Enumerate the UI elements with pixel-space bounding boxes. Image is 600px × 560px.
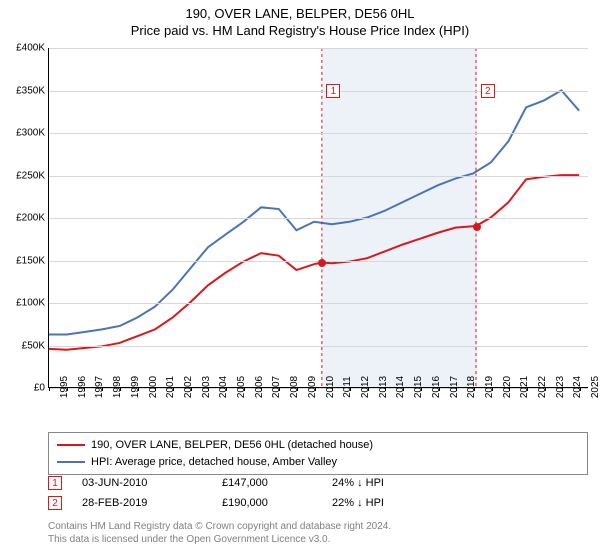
- x-tick-mark: [580, 387, 581, 391]
- event-marker: 2: [48, 496, 62, 510]
- title-block: 190, OVER LANE, BELPER, DE56 0HL Price p…: [0, 0, 600, 40]
- gridline: [49, 303, 588, 304]
- event-price: £147,000: [222, 477, 312, 489]
- marker-box-1: 1: [326, 84, 340, 98]
- x-tick-mark: [138, 387, 139, 391]
- x-tick-mark: [456, 387, 457, 391]
- event-row: 1 03-JUN-2010 £147,000 24% ↓ HPI: [48, 476, 588, 490]
- y-tick-label: £100K: [16, 298, 49, 309]
- legend-swatch: [57, 444, 85, 446]
- x-tick-mark: [509, 387, 510, 391]
- marker-dot-2: [473, 223, 481, 231]
- x-tick-mark: [439, 387, 440, 391]
- x-tick-mark: [350, 387, 351, 391]
- legend-swatch: [57, 461, 85, 463]
- title-sub: Price paid vs. HM Land Registry's House …: [0, 23, 600, 40]
- footer: Contains HM Land Registry data © Crown c…: [48, 520, 588, 546]
- marker-box-2: 2: [481, 84, 495, 98]
- x-tick-mark: [527, 387, 528, 391]
- x-tick-mark: [244, 387, 245, 391]
- gridline: [49, 346, 588, 347]
- x-tick-mark: [492, 387, 493, 391]
- x-tick-mark: [120, 387, 121, 391]
- x-tick-mark: [332, 387, 333, 391]
- x-tick-mark: [279, 387, 280, 391]
- gridline: [49, 176, 588, 177]
- gridline: [49, 133, 588, 134]
- event-date: 03-JUN-2010: [82, 477, 202, 489]
- x-tick-label: 2025: [584, 376, 600, 398]
- marker-dot-1: [318, 259, 326, 267]
- event-delta: 24% ↓ HPI: [332, 477, 588, 489]
- gridline: [49, 91, 588, 92]
- y-tick-label: £250K: [16, 170, 49, 181]
- footer-line-1: Contains HM Land Registry data © Crown c…: [48, 520, 588, 533]
- y-tick-label: £300K: [16, 128, 49, 139]
- legend: 190, OVER LANE, BELPER, DE56 0HL (detach…: [48, 432, 588, 475]
- x-tick-mark: [49, 387, 50, 391]
- legend-row: HPI: Average price, detached house, Ambe…: [57, 454, 579, 471]
- x-tick-mark: [297, 387, 298, 391]
- x-tick-mark: [173, 387, 174, 391]
- event-delta: 22% ↓ HPI: [332, 497, 588, 509]
- event-price: £190,000: [222, 497, 312, 509]
- series-hpi: [49, 90, 579, 334]
- chart-container: 190, OVER LANE, BELPER, DE56 0HL Price p…: [0, 0, 600, 560]
- x-tick-mark: [226, 387, 227, 391]
- x-tick-mark: [155, 387, 156, 391]
- gridline: [49, 48, 588, 49]
- event-marker: 1: [48, 476, 62, 490]
- legend-row: 190, OVER LANE, BELPER, DE56 0HL (detach…: [57, 437, 579, 454]
- x-tick-mark: [421, 387, 422, 391]
- chart-plot-area: £0£50K£100K£150K£200K£250K£300K£350K£400…: [48, 48, 588, 388]
- legend-label: HPI: Average price, detached house, Ambe…: [91, 454, 337, 471]
- x-tick-mark: [191, 387, 192, 391]
- legend-label: 190, OVER LANE, BELPER, DE56 0HL (detach…: [91, 437, 373, 454]
- gridline: [49, 218, 588, 219]
- x-tick-mark: [385, 387, 386, 391]
- series-property: [49, 175, 579, 350]
- y-tick-label: £0: [34, 383, 49, 394]
- y-tick-label: £150K: [16, 255, 49, 266]
- x-tick-mark: [208, 387, 209, 391]
- events-table: 1 03-JUN-2010 £147,000 24% ↓ HPI 2 28-FEB-201…: [48, 476, 588, 516]
- y-tick-label: £350K: [16, 85, 49, 96]
- title-main: 190, OVER LANE, BELPER, DE56 0HL: [0, 6, 600, 23]
- x-tick-mark: [562, 387, 563, 391]
- x-tick-mark: [67, 387, 68, 391]
- x-tick-mark: [102, 387, 103, 391]
- event-date: 28-FEB-2019: [82, 497, 202, 509]
- x-tick-mark: [474, 387, 475, 391]
- event-row: 2 28-FEB-2019 £190,000 22% ↓ HPI: [48, 496, 588, 510]
- x-tick-mark: [84, 387, 85, 391]
- x-tick-mark: [261, 387, 262, 391]
- x-tick-mark: [368, 387, 369, 391]
- y-tick-label: £400K: [16, 43, 49, 54]
- y-tick-label: £200K: [16, 213, 49, 224]
- x-tick-mark: [403, 387, 404, 391]
- footer-line-2: This data is licensed under the Open Gov…: [48, 533, 588, 546]
- x-tick-mark: [315, 387, 316, 391]
- x-tick-mark: [545, 387, 546, 391]
- y-tick-label: £50K: [22, 340, 49, 351]
